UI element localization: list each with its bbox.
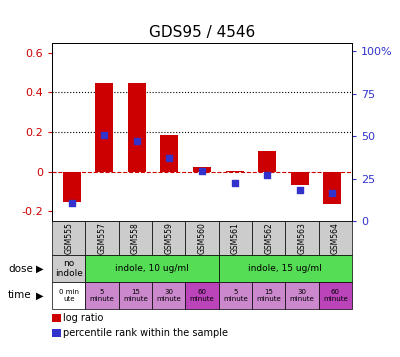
Text: ▶: ▶ xyxy=(36,263,44,274)
Text: GSM558: GSM558 xyxy=(131,222,140,254)
Text: 30
minute: 30 minute xyxy=(156,289,181,302)
Text: indole, 15 ug/ml: indole, 15 ug/ml xyxy=(248,264,322,273)
Bar xyxy=(95,82,113,172)
Text: GSM559: GSM559 xyxy=(164,222,173,254)
Bar xyxy=(258,151,276,172)
Point xyxy=(134,138,140,144)
Text: GSM555: GSM555 xyxy=(64,222,73,254)
Text: ▶: ▶ xyxy=(36,290,44,301)
Point xyxy=(297,187,303,193)
Text: 15
minute: 15 minute xyxy=(123,289,148,302)
Point xyxy=(68,201,75,206)
Text: indole, 10 ug/ml: indole, 10 ug/ml xyxy=(115,264,189,273)
Text: 5
minute: 5 minute xyxy=(90,289,114,302)
Text: 30
minute: 30 minute xyxy=(290,289,314,302)
Bar xyxy=(193,167,211,172)
Bar xyxy=(62,172,80,202)
Bar xyxy=(160,135,178,172)
Text: time: time xyxy=(8,290,32,301)
Text: GSM557: GSM557 xyxy=(98,222,106,254)
Title: GDS95 / 4546: GDS95 / 4546 xyxy=(149,25,255,40)
Text: GSM564: GSM564 xyxy=(331,222,340,254)
Bar xyxy=(226,171,244,172)
Text: percentile rank within the sample: percentile rank within the sample xyxy=(63,328,228,338)
Text: dose: dose xyxy=(8,263,33,274)
Text: no
indole: no indole xyxy=(55,259,83,278)
Text: 60
minute: 60 minute xyxy=(190,289,214,302)
Point xyxy=(166,156,172,161)
Point xyxy=(101,132,107,137)
Bar xyxy=(291,172,309,185)
Point xyxy=(232,180,238,186)
Text: GSM561: GSM561 xyxy=(231,222,240,254)
Text: 5
minute: 5 minute xyxy=(223,289,248,302)
Text: GSM562: GSM562 xyxy=(264,222,273,254)
Point xyxy=(264,172,270,178)
Point xyxy=(199,169,205,174)
Bar xyxy=(128,84,146,172)
Text: 0 min
ute: 0 min ute xyxy=(59,289,79,302)
Text: GSM563: GSM563 xyxy=(298,222,306,254)
Text: log ratio: log ratio xyxy=(63,313,104,323)
Text: GSM560: GSM560 xyxy=(198,222,206,254)
Text: 60
minute: 60 minute xyxy=(323,289,348,302)
Point xyxy=(329,190,336,196)
Text: 15
minute: 15 minute xyxy=(256,289,281,302)
Bar xyxy=(324,172,342,205)
